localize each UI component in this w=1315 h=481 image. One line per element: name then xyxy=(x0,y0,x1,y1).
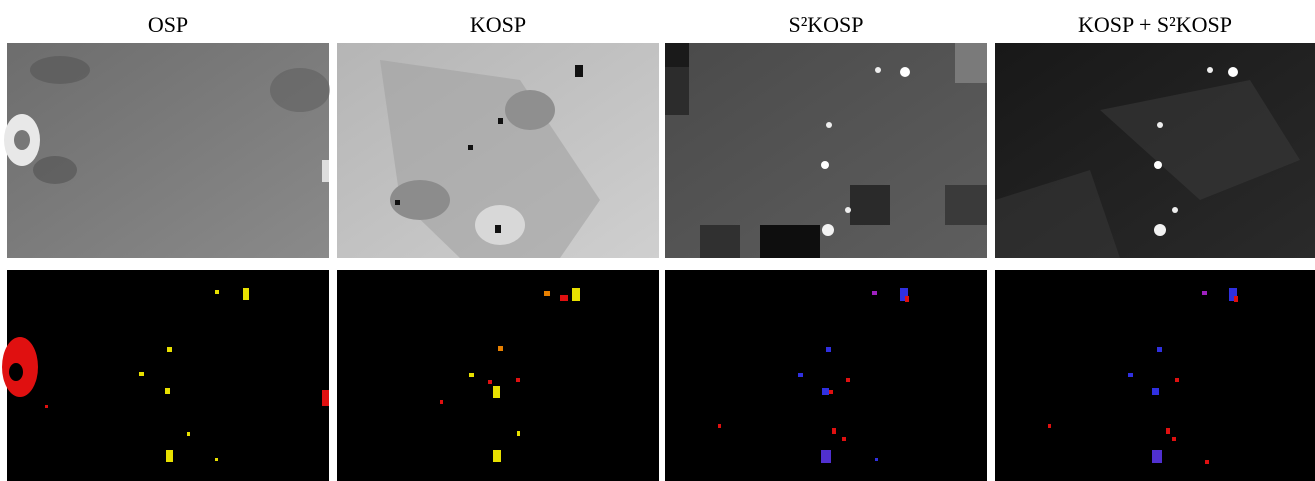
column-title: S²KOSP xyxy=(788,12,863,37)
detections-kosp xyxy=(337,270,659,481)
column-title: KOSP xyxy=(470,12,526,37)
map-kosp xyxy=(337,43,659,258)
figure: OSP KOSP S²KOSP KOSP + S²KOSP xyxy=(0,0,1315,481)
detections-combined xyxy=(995,270,1315,481)
map-s2kosp xyxy=(665,43,987,258)
map-osp xyxy=(4,43,330,258)
detections-osp xyxy=(2,270,329,481)
map-combined xyxy=(995,43,1315,258)
column-title: KOSP + S²KOSP xyxy=(1078,12,1232,37)
detections-s2kosp xyxy=(665,270,987,481)
column-title: OSP xyxy=(148,12,188,37)
